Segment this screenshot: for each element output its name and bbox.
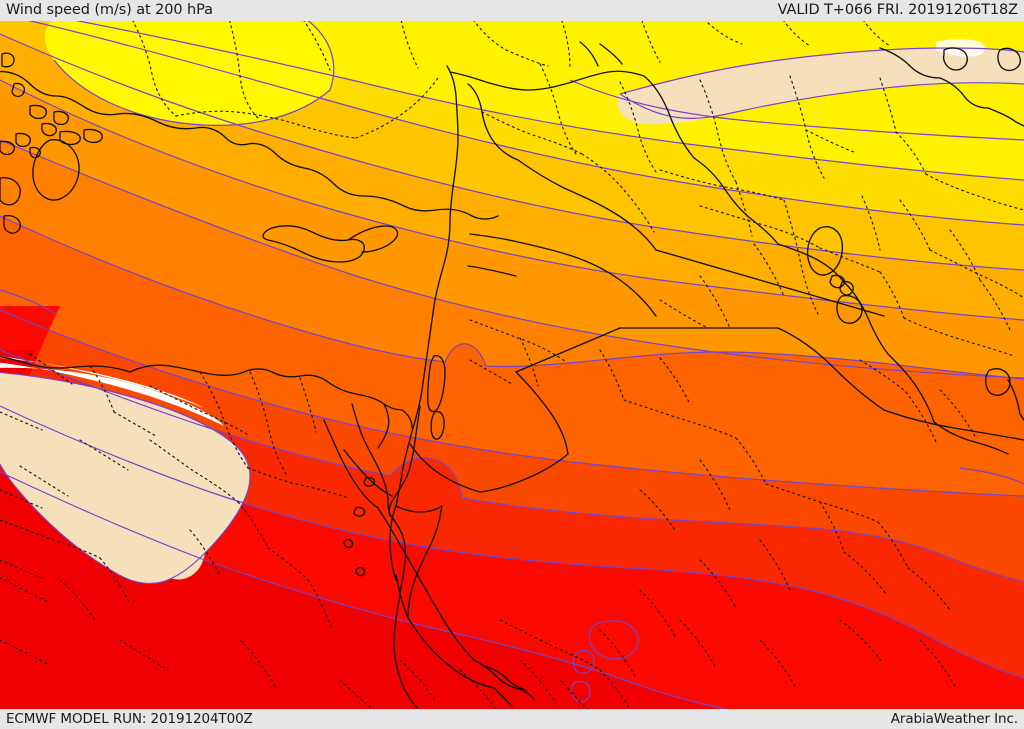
- internal-admin-borders: [0, 20, 1024, 709]
- forecast-map[interactable]: [0, 20, 1024, 709]
- coastlines-and-borders: [0, 41, 1024, 709]
- model-run-label: ECMWF MODEL RUN: 20191204T00Z: [6, 710, 253, 727]
- footer-bar: ECMWF MODEL RUN: 20191204T00Z ArabiaWeat…: [0, 709, 1024, 729]
- attribution-label: ArabiaWeather Inc.: [890, 710, 1018, 727]
- contour-fill-bands: [0, 20, 1024, 709]
- wind-speed-contour-map: [0, 20, 1024, 709]
- valid-time-label: VALID T+066 FRI. 20191206T18Z: [777, 2, 1018, 19]
- page-title: Wind speed (m/s) at 200 hPa: [6, 2, 213, 19]
- header-bar: Wind speed (m/s) at 200 hPa VALID T+066 …: [0, 0, 1024, 21]
- contour-lines: [0, 20, 1024, 709]
